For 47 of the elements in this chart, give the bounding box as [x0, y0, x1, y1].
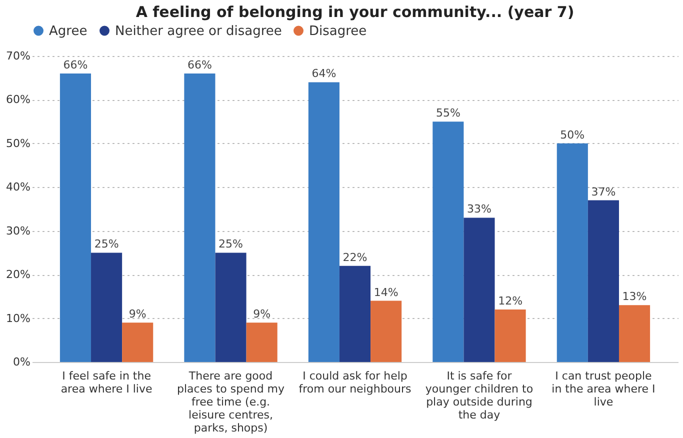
bar: [122, 322, 154, 362]
legend-label: Disagree: [309, 24, 367, 39]
x-tick-label: I can trust people in the area where I live: [552, 370, 656, 408]
y-tick-label: 40%: [6, 180, 30, 194]
data-label: 50%: [560, 128, 585, 142]
data-label: 37%: [591, 185, 616, 198]
data-label: 64%: [312, 67, 336, 80]
data-label: 25%: [94, 238, 119, 251]
legend-label: Neither agree or disagree: [115, 24, 282, 39]
x-tick-label: There are good places to spend my free time (e.g. leisure centres, parks, shops): [177, 370, 286, 434]
y-tick-label: 20%: [6, 268, 30, 282]
bar: [215, 252, 246, 362]
bar: [556, 143, 588, 362]
x-tick-label: I could ask for help from our neighbours: [298, 370, 412, 396]
y-tick-label: 30%: [6, 224, 30, 238]
x-tick-label: It is safe for younger children to play outside during the day: [425, 370, 534, 422]
bar: [618, 305, 650, 362]
y-tick-label: 50%: [6, 136, 30, 150]
bar: [432, 122, 464, 362]
legend-label: Agree: [49, 24, 88, 39]
data-label: 22%: [342, 250, 368, 264]
bar: [588, 200, 619, 362]
data-label: 66%: [187, 58, 212, 72]
data-label: 14%: [374, 286, 398, 299]
data-label: 9%: [128, 308, 146, 321]
data-label: 12%: [498, 294, 523, 308]
bar: [91, 252, 122, 362]
y-tick-label: 60%: [6, 93, 30, 106]
bar: [184, 73, 216, 362]
y-tick-label: 70%: [6, 50, 30, 62]
bar: [339, 266, 371, 362]
data-label: 9%: [253, 308, 271, 321]
bar: [308, 82, 340, 362]
data-label: 33%: [467, 202, 492, 216]
chart-title: A feeling of belonging in your community... (year 7): [136, 3, 574, 21]
bar: [464, 218, 495, 362]
bar: [60, 73, 92, 362]
data-label: 66%: [63, 58, 88, 72]
bar: [370, 300, 402, 362]
y-tick-label: 0%: [13, 356, 30, 368]
bar: [246, 322, 278, 362]
y-tick-label: 10%: [6, 312, 30, 325]
x-tick-label: I feel safe in the area where I live: [60, 370, 152, 396]
data-label: 55%: [436, 106, 460, 120]
bar: [494, 310, 526, 362]
data-label: 25%: [218, 238, 243, 251]
data-label: 13%: [622, 290, 647, 304]
